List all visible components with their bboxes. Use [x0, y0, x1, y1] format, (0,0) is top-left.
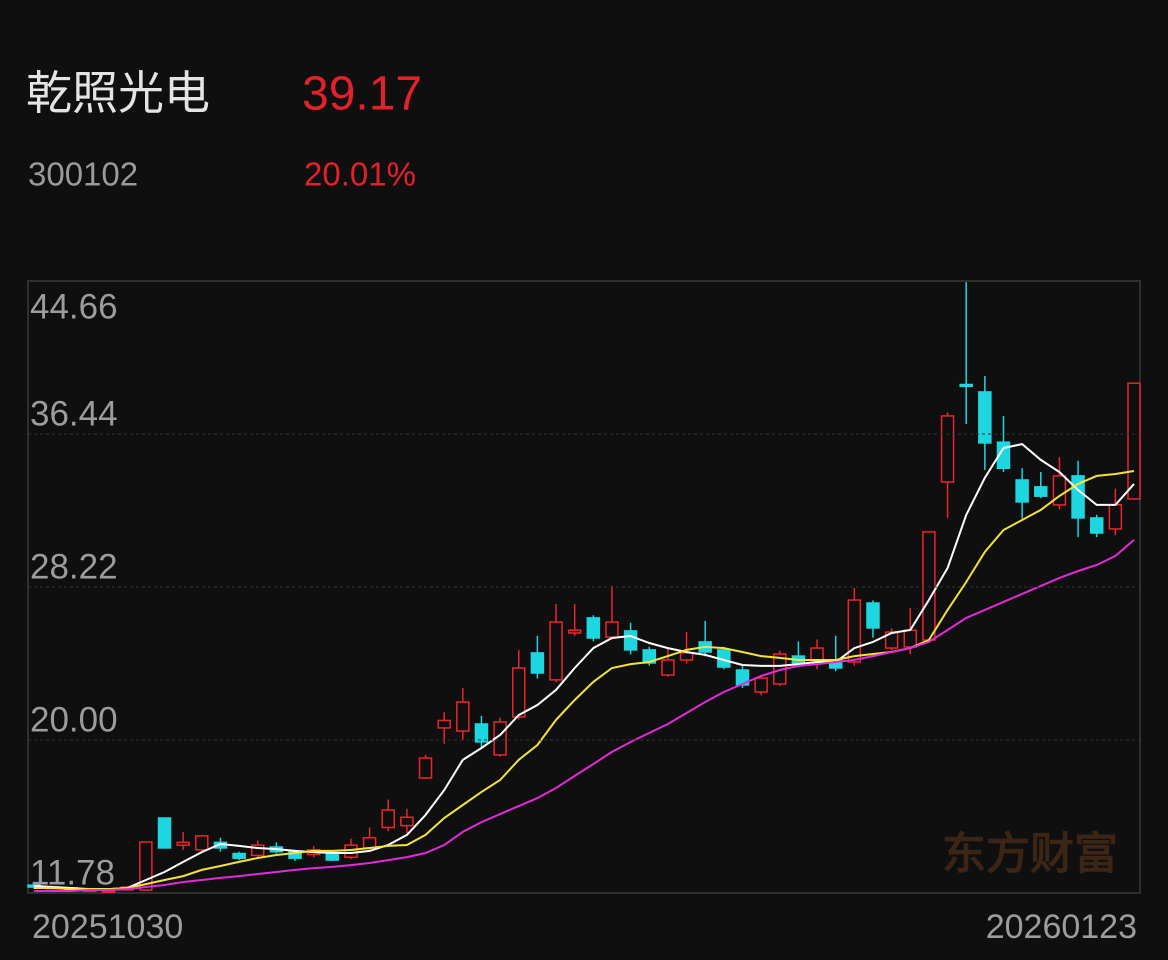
candle-body: [586, 617, 601, 639]
candle-body: [996, 441, 1011, 469]
candle-body: [866, 602, 880, 629]
candle-body: [623, 630, 638, 651]
candle-body: [381, 809, 395, 829]
candle-body: [511, 667, 526, 718]
candle-body: [437, 719, 451, 729]
candle-body: [903, 629, 918, 648]
x-tick-label: 20260123: [986, 908, 1137, 946]
candle-body: [567, 629, 582, 634]
y-tick-label: 28.22: [30, 547, 118, 586]
candle-body: [1127, 382, 1141, 500]
candle-body: [157, 817, 172, 849]
moving-average-line: [34, 470, 1135, 891]
candle-body: [456, 701, 470, 732]
candle-body: [176, 841, 190, 846]
candle-body: [940, 415, 955, 483]
y-tick-label: 36.44: [30, 394, 118, 433]
candle-body: [754, 677, 768, 693]
candle-body: [1015, 479, 1029, 503]
candle-body: [400, 816, 414, 827]
candle-body: [605, 621, 619, 638]
candle-body: [549, 621, 563, 681]
candle-body: [362, 836, 377, 849]
y-tick-label: 11.78: [30, 853, 115, 892]
candle-body: [1089, 517, 1104, 534]
candle-body: [1034, 486, 1048, 497]
candle-body: [661, 659, 675, 676]
stock-price: 39.17: [302, 68, 422, 121]
candle-body: [1108, 503, 1123, 530]
candle-body: [232, 852, 246, 859]
candle-body: [530, 652, 545, 674]
candle-body: [250, 844, 265, 857]
plot: [27, 282, 1141, 894]
stock-code: 300102: [28, 156, 138, 193]
candle-body: [978, 391, 992, 444]
candle-body: [195, 835, 209, 851]
candle-body: [1052, 475, 1067, 506]
moving-average-line: [33, 443, 1135, 891]
candle-body: [922, 531, 936, 641]
y-tick-label: 20.00: [30, 700, 118, 739]
stock-name: 乾照光电: [26, 67, 210, 119]
candle-body: [847, 599, 862, 663]
price-change: 20.01%: [304, 156, 416, 193]
candle-body: [418, 757, 433, 779]
candle-body: [959, 383, 973, 388]
candle-body: [344, 844, 358, 859]
y-tick-label: 44.66: [30, 287, 118, 326]
moving-average-line: [34, 539, 1135, 892]
candle-body: [679, 652, 694, 661]
watermark: 东方财富: [942, 830, 1118, 879]
candle-body: [474, 723, 489, 743]
x-tick-label: 20251030: [32, 908, 183, 946]
